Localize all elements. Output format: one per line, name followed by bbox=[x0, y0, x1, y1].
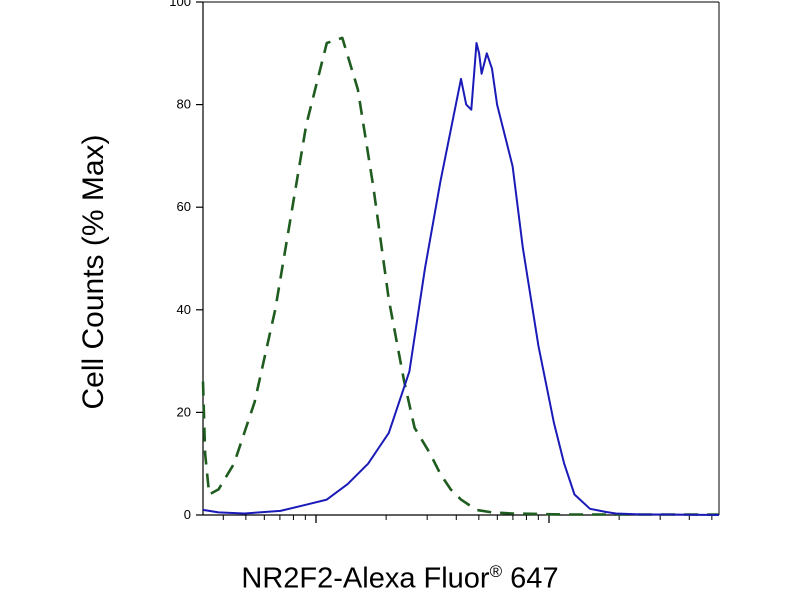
registered-mark: ® bbox=[489, 562, 503, 581]
y-tick-label-0: 0 bbox=[184, 507, 191, 522]
y-tick-label-40: 40 bbox=[177, 302, 191, 317]
histogram-chart: 0 20 40 60 80 100 Cell Counts (% Max) bbox=[77, 0, 720, 523]
y-tick-label-60: 60 bbox=[177, 199, 191, 214]
series-layer bbox=[201, 36, 720, 516]
series-line-control bbox=[201, 36, 719, 516]
y-tick-label-100: 100 bbox=[169, 0, 191, 9]
x-axis-title-suffix: 647 bbox=[502, 562, 559, 595]
y-tick-label-20: 20 bbox=[177, 404, 191, 419]
y-tick-label-80: 80 bbox=[177, 97, 191, 112]
series-line-sample bbox=[202, 42, 720, 516]
x-axis-title-text: NR2F2-Alexa Fluor bbox=[241, 562, 490, 595]
y-axis: 0 20 40 60 80 100 bbox=[169, 0, 203, 522]
y-axis-title: Cell Counts (% Max) bbox=[77, 134, 110, 409]
x-axis-title: NR2F2-Alexa Fluor® 647 bbox=[0, 562, 800, 596]
x-axis bbox=[222, 515, 713, 523]
